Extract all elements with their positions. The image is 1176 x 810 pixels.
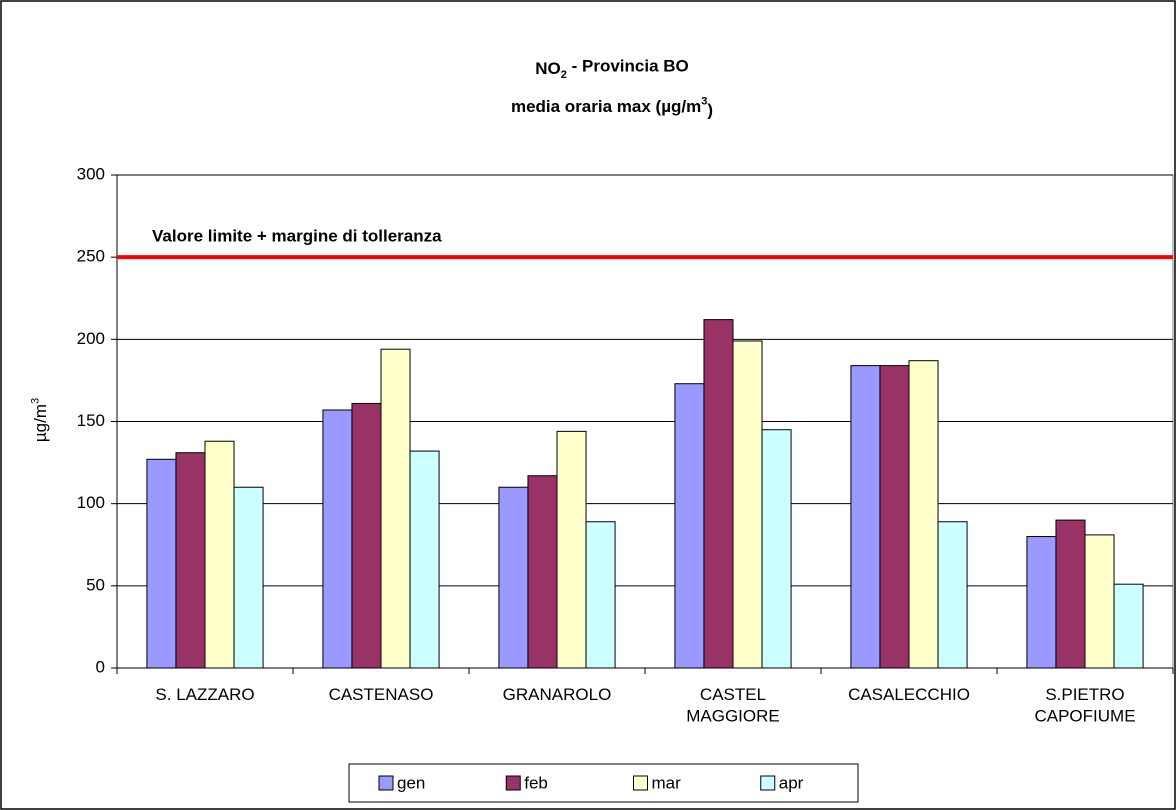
legend-swatch [633,775,648,791]
legend-swatch [505,775,521,791]
legend-label: gen [397,773,425,792]
bar [585,521,616,669]
y-tick-label: 150 [77,411,105,430]
bar [233,486,264,669]
bar [204,440,235,669]
chart-title-part: - Provincia BO [567,57,689,76]
chart-subtitle-part: media oraria max (µg/m [511,97,701,116]
y-tick-label: 200 [77,329,105,348]
bar [409,450,440,669]
legend-swatch [378,775,394,791]
x-tick-label-line: CAPOFIUME [1034,707,1135,726]
bar [732,340,763,669]
x-tick-label-line: GRANAROLO [503,685,612,704]
bar [1055,519,1086,669]
y-tick-label: 50 [86,575,105,594]
x-tick-label: CASALECCHIO [848,685,970,704]
chart-title-part: NO [535,59,561,78]
bar [556,430,587,669]
bar [322,409,353,669]
legend-label: feb [524,773,548,792]
x-tick-label: GRANAROLO [503,685,612,704]
legend-swatch [760,775,776,791]
bar [1026,536,1057,669]
x-tick-label-line: S. LAZZARO [155,685,254,704]
chart-subtitle-part: ) [707,101,713,120]
y-tick-label: 300 [77,164,105,183]
bar [850,365,881,669]
chart-title-part: 2 [561,69,567,81]
y-axis-label-part: µg/m [31,404,50,442]
bar [1084,534,1115,669]
y-tick-label: 100 [77,493,105,512]
bar [351,402,382,669]
y-axis-label-part: 3 [29,398,41,404]
bar [761,429,792,669]
bar [175,452,206,669]
bar [527,475,558,669]
y-axis-label: µg/m3 [29,398,50,442]
bar [937,521,968,669]
legend-label: mar [652,773,682,792]
x-tick-label-line: CASALECCHIO [848,685,970,704]
x-tick-label-line: MAGGIORE [686,707,780,726]
chart-subtitle-part: 3 [701,95,707,107]
x-tick-label: CASTEL MAGGIORE [686,685,780,725]
chart-subtitle: media oraria max (µg/m3) [511,95,713,120]
bar [146,458,177,669]
reference-label: Valore limite + margine di tolleranza [152,227,442,246]
x-tick-label-line: CASTENASO [329,685,434,704]
x-tick-label: S.PIETRO CAPOFIUME [1034,685,1135,725]
x-tick-label-line: CASTEL [700,685,766,704]
x-tick-label-line: S.PIETRO [1045,685,1124,704]
bar [674,383,705,669]
chart-title: NO2 - Provincia BO [535,57,689,81]
y-tick-label: 0 [96,657,105,676]
bar [380,348,411,669]
y-tick-label: 250 [77,247,105,266]
bar [498,486,529,669]
bar [1113,583,1144,669]
bar [703,319,734,669]
x-tick-label: S. LAZZARO [155,685,254,704]
bar [879,365,910,669]
x-tick-label: CASTENASO [329,685,434,704]
bar [908,360,939,669]
legend-label: apr [779,773,804,792]
